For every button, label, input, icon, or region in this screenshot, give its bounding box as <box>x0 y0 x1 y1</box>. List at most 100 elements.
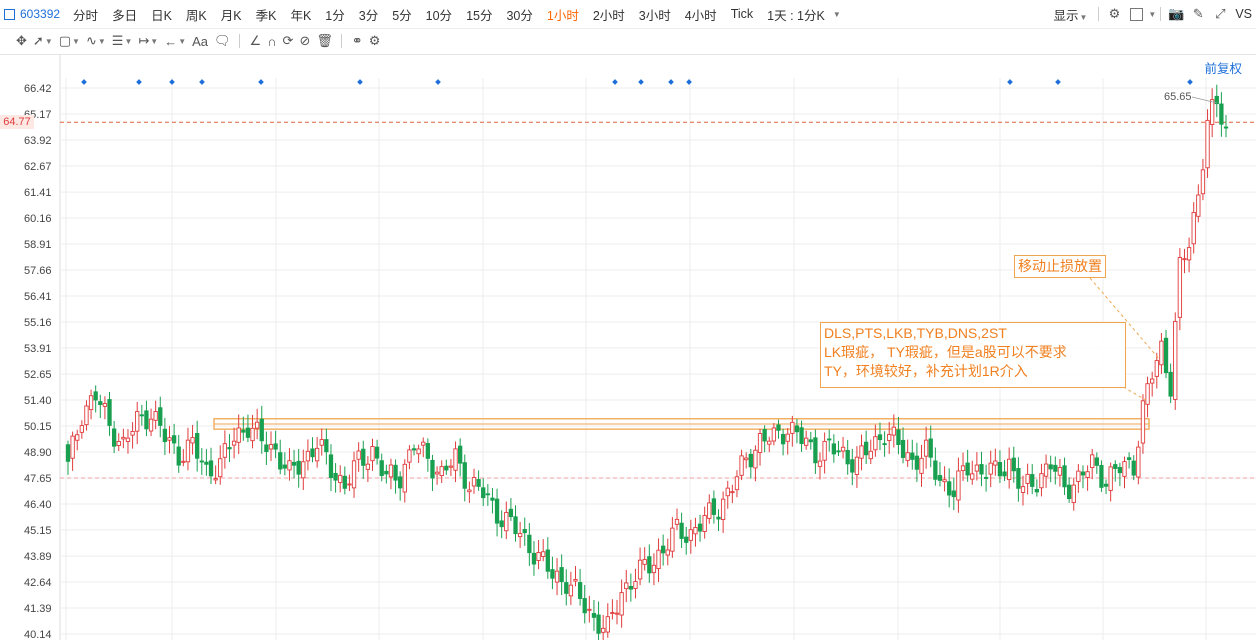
candle-down <box>296 460 301 475</box>
link-icon[interactable]: ⚭ <box>351 33 363 48</box>
move-icon[interactable]: ✥ <box>16 33 27 48</box>
candle-down <box>176 446 181 466</box>
camera-icon[interactable]: 📷 <box>1168 6 1185 21</box>
period-button[interactable]: 30分 <box>506 8 533 23</box>
candle-down <box>278 452 283 470</box>
vs-button[interactable]: VS <box>1235 7 1252 21</box>
candle-down <box>863 441 869 456</box>
trash-icon[interactable]: 🗑 <box>316 33 333 48</box>
candle-down <box>545 549 550 572</box>
y-tick-label: 41.39 <box>24 603 52 615</box>
period-button[interactable]: 日K <box>151 8 172 23</box>
period-button[interactable]: 4小时 <box>684 8 717 23</box>
dividend-marker <box>668 79 674 85</box>
chevron-down-icon[interactable]: ▼ <box>832 9 841 19</box>
candle-up <box>416 448 421 455</box>
candle-down <box>1214 95 1219 105</box>
candlestick-chart[interactable]: 66.4265.1763.9262.6761.4160.1658.9157.66… <box>0 54 1256 640</box>
candle-up <box>1090 454 1095 469</box>
candle-up <box>587 608 592 611</box>
candle-up <box>970 473 975 480</box>
candle-up <box>1150 378 1155 384</box>
chevron-down-icon: ▼ <box>1079 12 1088 22</box>
pen-icon[interactable]: ✎ <box>1192 6 1204 21</box>
reference-lines <box>60 121 1256 479</box>
high-label-leader <box>1191 96 1218 104</box>
candle-up <box>637 559 643 580</box>
candle-up <box>121 436 126 440</box>
candle-down <box>914 455 920 470</box>
layout-icon[interactable] <box>1125 3 1147 25</box>
candle-down <box>411 448 417 451</box>
symbol-selector[interactable]: 603392 <box>0 7 66 21</box>
candle-up <box>1186 247 1192 261</box>
candle-up <box>651 564 657 574</box>
symbol-code: 603392 <box>20 7 61 21</box>
candle-up <box>250 427 255 442</box>
sync-icon[interactable]: ⟳ <box>282 33 294 48</box>
period-button[interactable]: 15分 <box>466 8 493 23</box>
note-stop[interactable]: 移动止损放置 <box>1014 255 1106 278</box>
candle-down <box>1131 460 1136 476</box>
candle-up <box>785 433 790 442</box>
candle-down <box>1030 474 1035 487</box>
candle-down <box>310 448 315 458</box>
candle-up <box>102 403 108 407</box>
magnet-icon[interactable]: ∩ <box>267 33 277 49</box>
candle-up <box>804 437 809 446</box>
period-button[interactable]: 分时 <box>73 8 99 23</box>
candle-down <box>139 414 144 417</box>
y-tick-label: 42.64 <box>24 577 52 589</box>
candle-down <box>660 545 666 554</box>
gear-icon[interactable]: ⚙ <box>368 33 381 48</box>
period-button[interactable]: 月K <box>220 8 242 23</box>
period-button[interactable]: Tick <box>730 7 754 21</box>
fullscreen-icon[interactable]: ⤢ <box>1215 6 1226 21</box>
text-tool-icon[interactable]: Aa <box>192 33 209 49</box>
arrow-tool-icon[interactable]: ← ▼ <box>164 33 187 49</box>
line-tool-icon[interactable]: ➚ ▼ <box>32 33 53 48</box>
candle-down <box>144 410 149 430</box>
settings-icon[interactable]: ⚙ <box>1108 6 1121 21</box>
measure-tool-icon[interactable]: ↦ ▼ <box>138 33 159 48</box>
period-button[interactable]: 5分 <box>392 8 412 23</box>
period-button[interactable]: 2小时 <box>592 8 625 23</box>
period-button[interactable]: 1天 : 1分K <box>767 8 825 23</box>
candle-down <box>1080 471 1086 476</box>
hide-icon[interactable]: ⊘ <box>299 33 311 48</box>
comment-icon[interactable]: 🗨 <box>214 33 231 48</box>
period-button[interactable]: 季K <box>255 8 277 23</box>
candle-down <box>342 475 347 489</box>
period-button[interactable]: 3小时 <box>638 8 671 23</box>
candle-down <box>1223 126 1229 129</box>
period-button[interactable]: 3分 <box>358 8 379 23</box>
y-tick-label: 53.91 <box>24 343 52 355</box>
candle-up <box>859 445 864 459</box>
candle-down <box>273 443 278 450</box>
period-button[interactable]: 1分 <box>325 8 345 23</box>
adjust-toggle[interactable]: 前复权 <box>1204 62 1242 76</box>
candle-up <box>568 584 574 597</box>
candle-down <box>430 459 435 479</box>
candle-up <box>453 448 458 471</box>
candle-up <box>734 476 740 491</box>
candle-down <box>550 569 555 579</box>
angle-icon[interactable]: ∠ <box>249 33 262 48</box>
wave-tool-icon[interactable]: ∿ ▼ <box>85 33 106 48</box>
chevron-down-icon[interactable]: ▼ <box>1148 9 1157 19</box>
candle-down <box>1048 464 1053 470</box>
period-button[interactable]: 周K <box>185 8 207 23</box>
rect-tool-icon[interactable]: ▢ ▼ <box>58 33 80 48</box>
fib-tool-icon[interactable]: ☰ ▼ <box>111 33 133 48</box>
candle-up <box>554 570 560 583</box>
period-button[interactable]: 多日 <box>112 8 138 23</box>
period-button[interactable]: 10分 <box>425 8 453 23</box>
candle-up <box>338 474 343 483</box>
period-button[interactable]: 年K <box>290 8 312 23</box>
candle-down <box>508 508 514 518</box>
note-plan[interactable]: DLS,PTS,LKB,TYB,DNS,2ST LK瑕疵， TY瑕疵，但是a股可… <box>820 322 1126 388</box>
candle-down <box>1168 371 1173 397</box>
period-button[interactable]: 1小时 <box>546 8 579 23</box>
display-menu[interactable]: 显示▼ <box>1046 5 1094 24</box>
dividend-marker <box>686 79 692 85</box>
